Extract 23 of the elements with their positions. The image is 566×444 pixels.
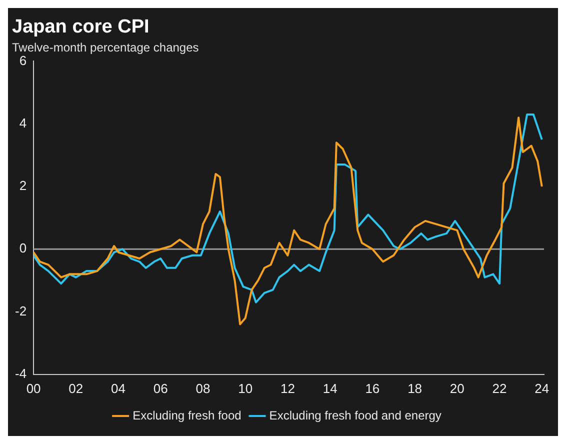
x-tick-label: 20 [450, 380, 464, 396]
chart-title: Japan core CPI [12, 16, 150, 38]
x-tick-label: 22 [492, 380, 507, 396]
x-tick-label: 10 [238, 380, 253, 396]
x-tick-label: 04 [111, 380, 126, 396]
x-tick-label: 02 [68, 380, 84, 396]
x-tick-label: 14 [322, 380, 338, 396]
y-tick-label: -4 [14, 366, 27, 381]
x-tick-label: 08 [196, 380, 210, 396]
x-tick-label: 00 [26, 380, 41, 396]
y-tick-label: 0 [19, 240, 27, 256]
legend-label: Excluding fresh food [132, 408, 242, 422]
x-tick-label: 12 [280, 380, 295, 396]
x-tick-label: 24 [534, 380, 550, 396]
y-tick-label: 4 [19, 115, 27, 130]
x-tick-label: 06 [153, 380, 168, 396]
y-tick-label: -2 [14, 303, 27, 318]
y-tick-label: 6 [19, 52, 27, 68]
legend-label: Excluding fresh food and energy [269, 408, 442, 422]
chart-subtitle: Twelve-month percentage changes [12, 40, 199, 54]
x-tick-label: 16 [365, 380, 380, 396]
y-tick-label: 2 [19, 178, 27, 194]
x-tick-label: 18 [408, 380, 422, 396]
